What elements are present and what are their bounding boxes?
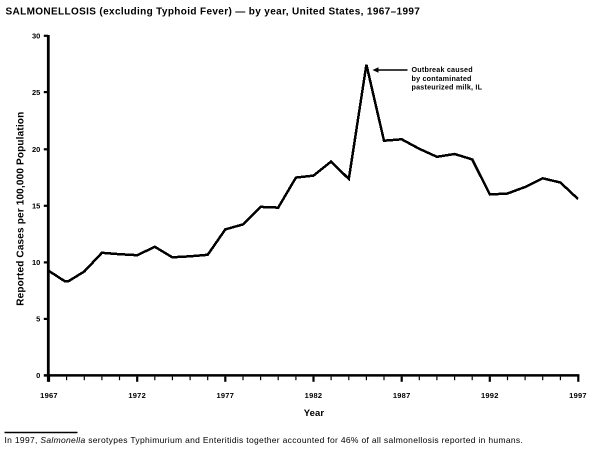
- svg-text:pasteurized milk, IL: pasteurized milk, IL: [412, 83, 483, 92]
- svg-text:1987: 1987: [393, 391, 411, 400]
- svg-text:30: 30: [32, 31, 40, 40]
- svg-text:0: 0: [36, 371, 40, 380]
- svg-text:15: 15: [32, 201, 40, 210]
- svg-text:1977: 1977: [216, 391, 234, 400]
- svg-text:1992: 1992: [481, 391, 499, 400]
- svg-text:Outbreak caused: Outbreak caused: [412, 65, 473, 74]
- svg-text:1972: 1972: [128, 391, 146, 400]
- svg-text:1997: 1997: [569, 391, 587, 400]
- svg-text:1967: 1967: [40, 391, 58, 400]
- svg-text:Reported Cases per 100,000 Pop: Reported Cases per 100,000 Population: [15, 112, 26, 306]
- svg-text:10: 10: [32, 258, 40, 267]
- svg-text:In 1997, Salmonella serotypes: In 1997, Salmonella serotypes Typhimuriu…: [5, 435, 524, 445]
- svg-text:by contaminated: by contaminated: [412, 74, 472, 83]
- svg-text:SALMONELLOSIS (excluding Typho: SALMONELLOSIS (excluding Typhoid Fever) …: [6, 7, 421, 18]
- svg-text:1982: 1982: [305, 391, 323, 400]
- svg-text:5: 5: [36, 315, 40, 324]
- svg-text:20: 20: [32, 145, 40, 154]
- svg-text:25: 25: [32, 88, 40, 97]
- svg-text:Year: Year: [304, 408, 325, 419]
